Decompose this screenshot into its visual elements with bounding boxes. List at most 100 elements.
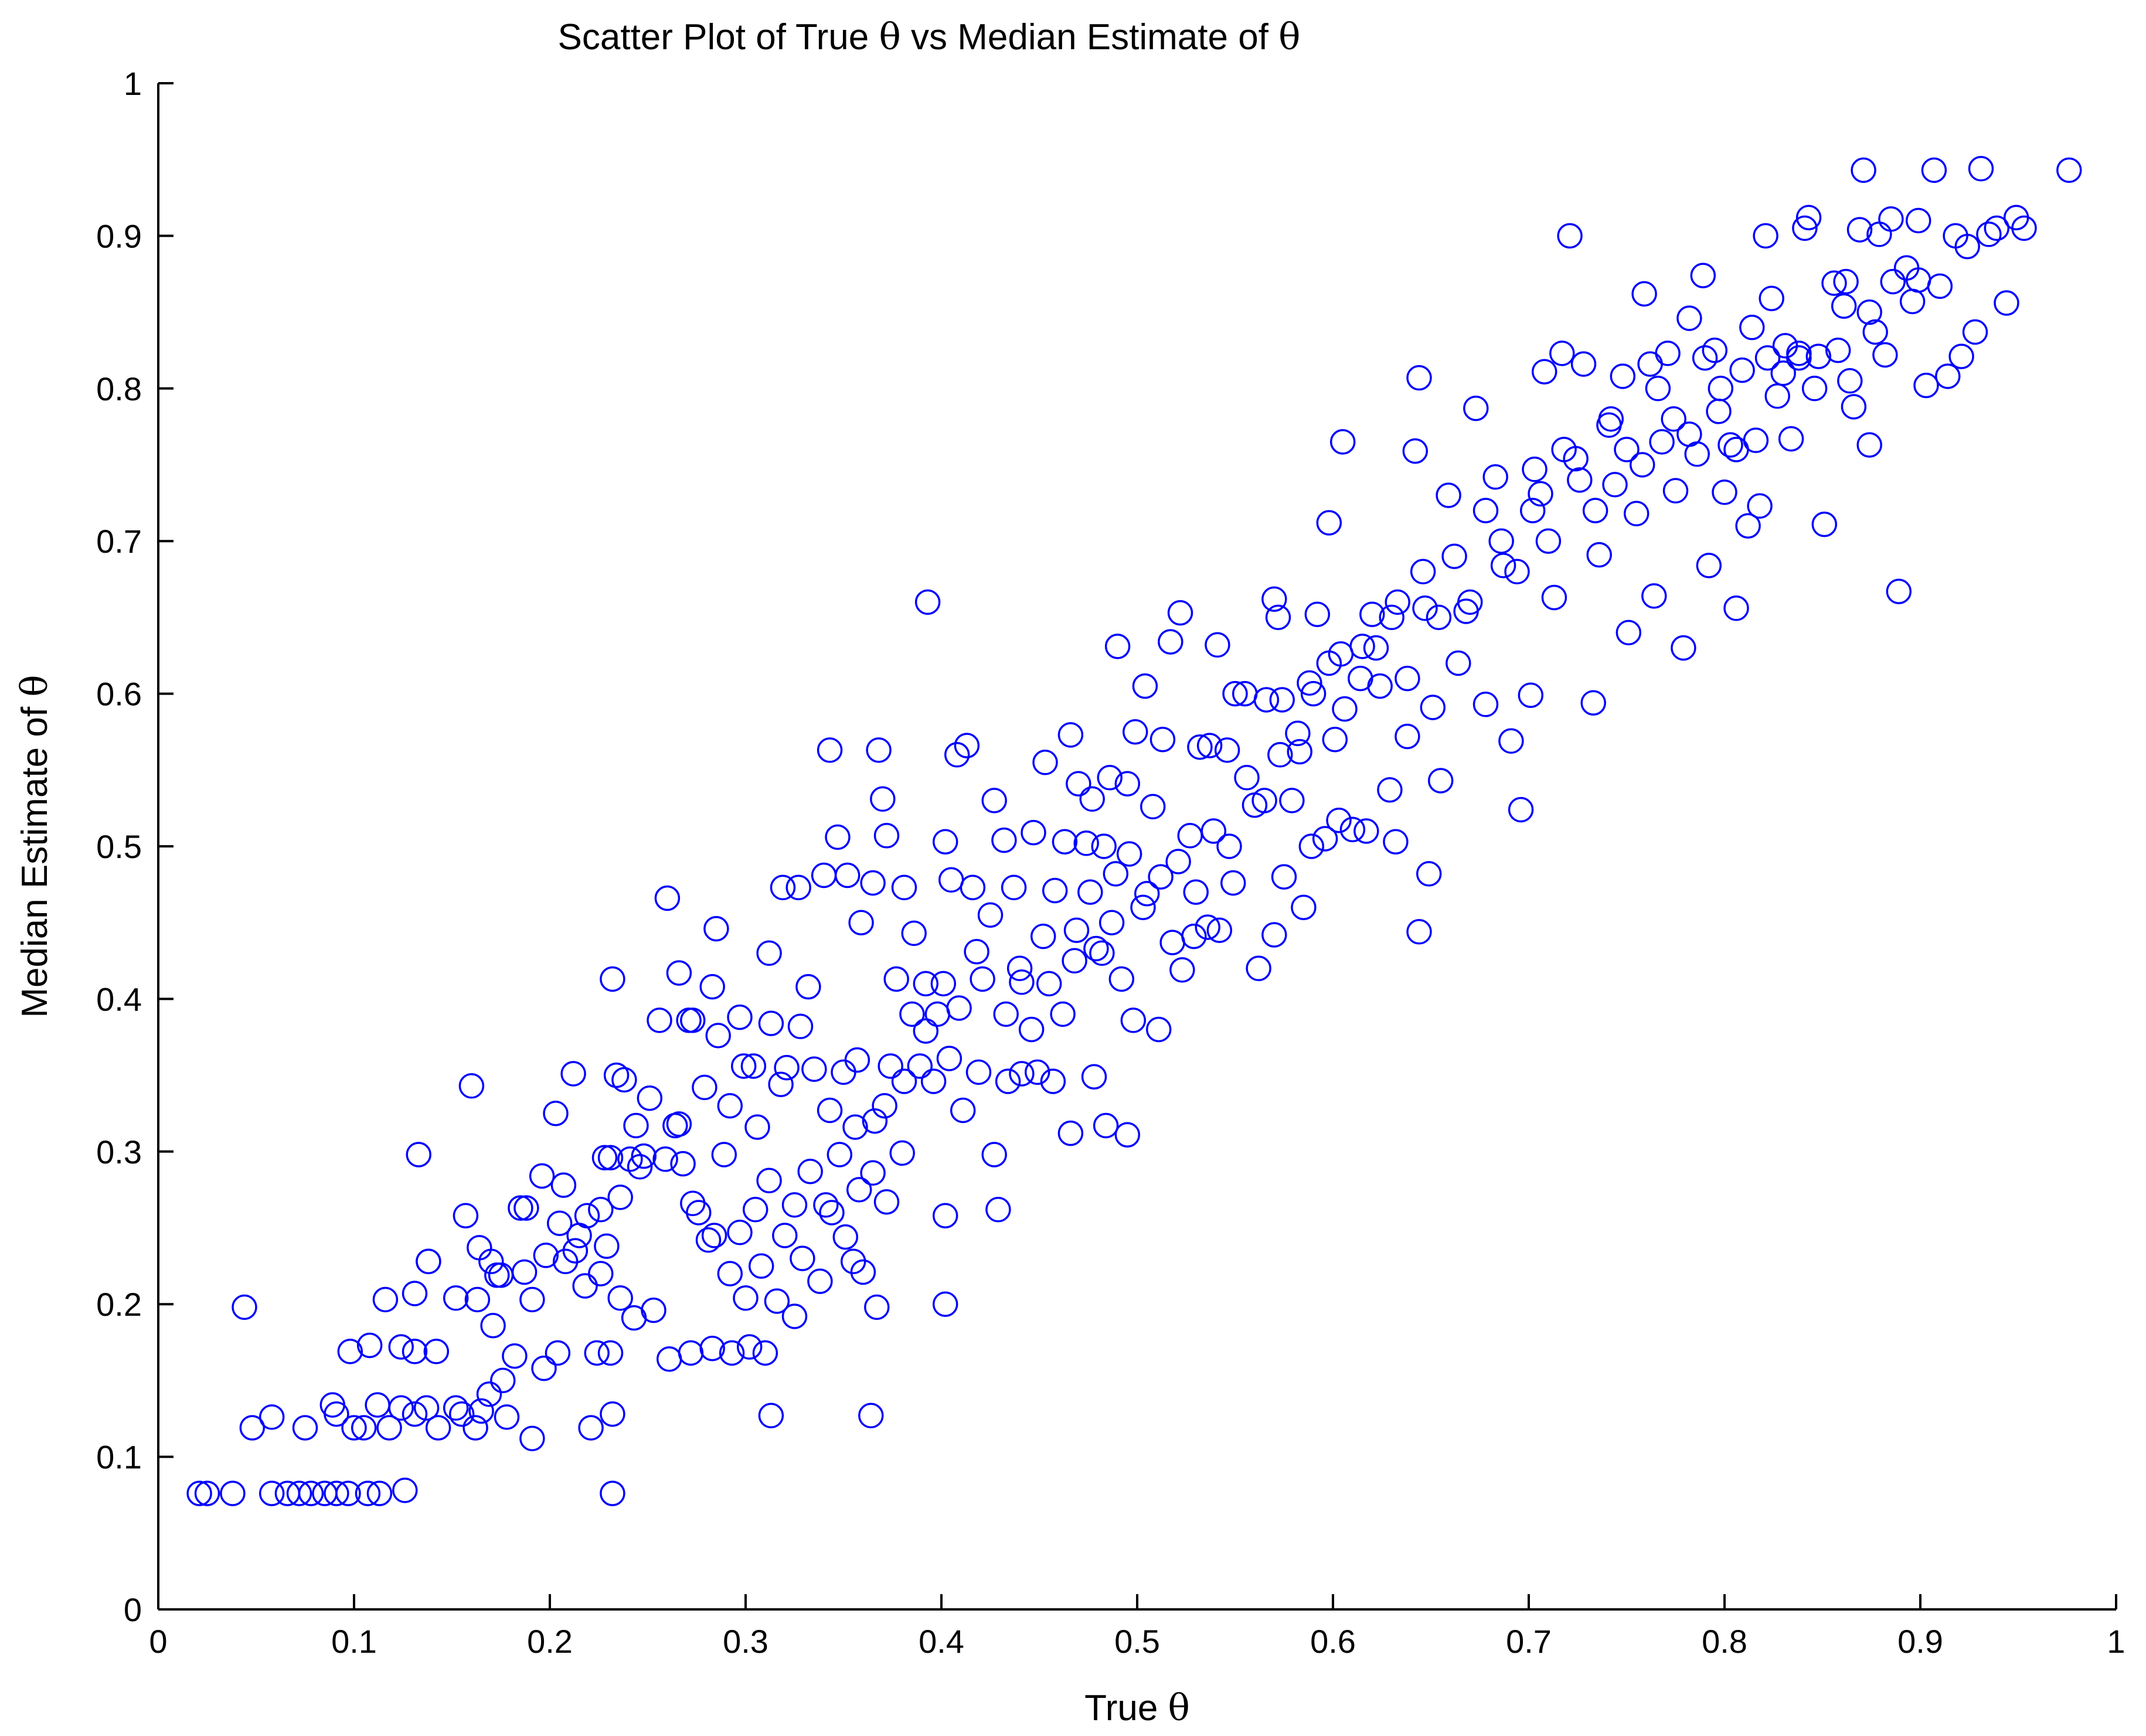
scatter-point	[1093, 1112, 1119, 1139]
scatter-point	[1083, 935, 1109, 962]
scatter-point	[588, 1261, 614, 1286]
scatter-point	[1795, 205, 1822, 230]
scatter-point	[889, 1140, 915, 1166]
scatter-point	[552, 1248, 579, 1275]
scatter-point	[588, 1197, 614, 1223]
scatter-point	[819, 1200, 845, 1226]
scatter-point	[1872, 342, 1898, 368]
scatter-point	[480, 1312, 506, 1339]
scatter-point	[1614, 437, 1640, 462]
scatter-point	[355, 1480, 381, 1506]
scatter-point	[717, 1092, 743, 1119]
scatter-point	[1300, 680, 1327, 707]
scatter-point	[425, 1415, 451, 1441]
scatter-point	[807, 1268, 833, 1294]
scatter-point	[756, 940, 782, 966]
scatter-point	[686, 1200, 712, 1226]
scatter-point	[1759, 285, 1784, 311]
scatter-point	[1948, 343, 1974, 369]
scatter-point	[1130, 894, 1156, 920]
scatter-point	[1935, 363, 1961, 389]
scatter-point	[1410, 559, 1436, 585]
scatter-point	[1279, 788, 1305, 813]
scatter-point	[631, 1143, 657, 1169]
scatter-point	[970, 966, 995, 992]
scatter-point	[617, 1146, 643, 1172]
scatter-point	[1195, 914, 1220, 940]
scatter-point	[1436, 482, 1461, 508]
scatter-point	[1856, 299, 1882, 325]
scatter-point	[1837, 368, 1863, 394]
y-tick-label: 0.7	[96, 523, 142, 560]
scatter-point	[758, 1010, 784, 1036]
scatter-point	[1114, 1122, 1141, 1148]
scatter-point	[372, 1286, 399, 1313]
scatter-point	[584, 1340, 610, 1366]
scatter-point	[1098, 910, 1125, 935]
scatter-point	[1206, 917, 1233, 943]
scatter-point	[1641, 583, 1667, 609]
scatter-point	[1831, 293, 1857, 319]
scatter-point	[1567, 467, 1593, 493]
scatter-point	[756, 1167, 782, 1194]
scatter-point	[1349, 634, 1375, 659]
scatter-point	[703, 915, 729, 942]
scatter-point	[670, 1150, 696, 1177]
scatter-point	[1291, 894, 1317, 920]
scatter-point	[1921, 157, 1947, 183]
scatter-point	[1081, 1064, 1107, 1090]
scatter-point	[1066, 771, 1091, 796]
scatter-point	[594, 1233, 620, 1259]
scatter-point	[623, 1112, 649, 1139]
scatter-point	[484, 1262, 510, 1288]
scatter-point	[790, 1245, 815, 1271]
scatter-point	[1655, 341, 1681, 366]
scatter-point	[1042, 877, 1068, 904]
scatter-point	[1265, 604, 1291, 631]
scatter-point	[717, 1261, 743, 1286]
scatter-point	[1181, 923, 1207, 949]
scatter-point	[519, 1286, 545, 1313]
scatter-point	[1353, 818, 1379, 844]
scatter-point	[1261, 586, 1287, 612]
x-tick-label: 1	[2107, 1623, 2125, 1660]
scatter-point	[1631, 281, 1657, 307]
scatter-point	[787, 1013, 814, 1040]
scatter-point	[985, 1197, 1011, 1223]
scatter-point	[543, 1100, 569, 1126]
scatter-point	[1649, 429, 1675, 455]
scatter-point	[1954, 233, 1980, 260]
scatter-point	[1927, 273, 1953, 299]
scatter-point	[699, 973, 725, 1000]
scatter-point	[742, 1197, 768, 1223]
scatter-point	[545, 1340, 571, 1366]
scatter-point	[1339, 816, 1366, 843]
scatter-point	[817, 737, 843, 763]
scatter-point	[402, 1281, 428, 1306]
scatter-point	[770, 874, 796, 901]
scatter-point	[981, 1142, 1007, 1167]
scatter-point	[758, 1403, 784, 1429]
scatter-point	[733, 1285, 759, 1311]
scatter-point	[641, 1297, 666, 1323]
scatter-point	[1024, 1059, 1050, 1085]
scatter-point	[1676, 421, 1702, 447]
y-tick-label: 0.3	[96, 1133, 142, 1170]
scatter-point	[1377, 777, 1403, 803]
scatter-point	[600, 1401, 625, 1427]
scatter-point	[578, 1415, 604, 1441]
scatter-point	[597, 1145, 624, 1170]
scatter-point	[1220, 870, 1246, 896]
scatter-point	[744, 1114, 770, 1140]
scatter-point	[1385, 589, 1410, 615]
scatter-point	[1671, 635, 1696, 661]
scatter-point	[1557, 223, 1583, 249]
scatter-point	[1878, 206, 1904, 232]
scatter-point	[705, 1023, 731, 1049]
scatter-point	[406, 1142, 431, 1167]
scatter-point	[1551, 437, 1577, 462]
scatter-point	[727, 1004, 753, 1030]
scatter-point	[1702, 337, 1728, 363]
scatter-point	[991, 827, 1017, 853]
